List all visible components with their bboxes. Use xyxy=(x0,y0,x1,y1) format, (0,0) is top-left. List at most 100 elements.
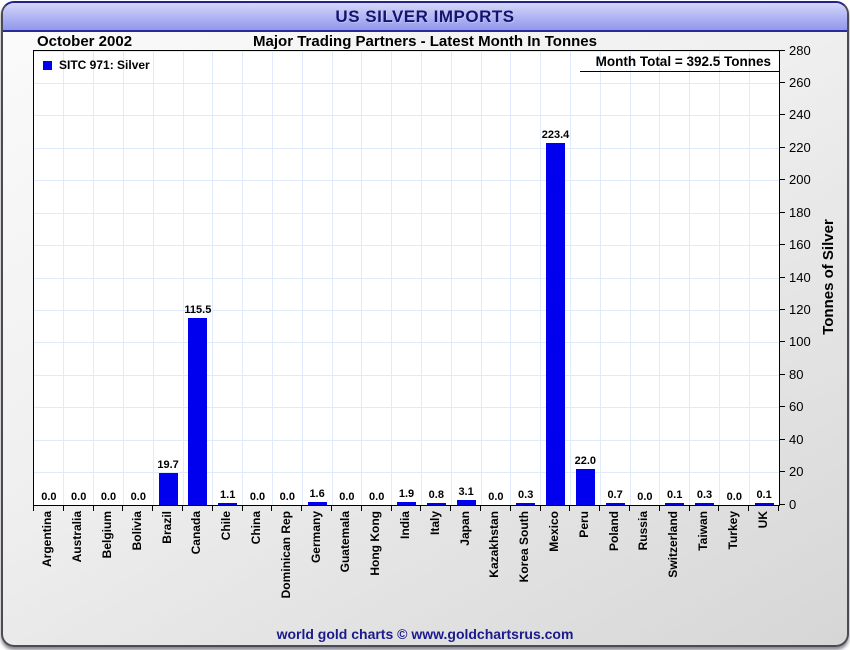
h-gridline xyxy=(34,342,779,344)
x-category-label: Bolivia xyxy=(129,511,144,551)
x-category-label: Taiwan xyxy=(696,511,710,551)
v-gridline xyxy=(569,51,571,505)
y-tick xyxy=(779,276,785,278)
v-gridline xyxy=(599,51,601,505)
y-tick-label: 200 xyxy=(789,172,811,188)
x-tick xyxy=(152,506,154,511)
y-tick xyxy=(779,49,785,51)
y-axis-title: Tonnes of Silver xyxy=(820,219,837,335)
h-gridline xyxy=(34,212,779,214)
bar-value-label: 22.0 xyxy=(574,455,596,467)
y-tick xyxy=(779,114,785,116)
x-category-label: Turkey xyxy=(725,511,740,550)
y-tick-label: 260 xyxy=(789,74,811,90)
y-tick xyxy=(779,146,785,148)
bar-poland xyxy=(605,503,625,505)
h-gridline xyxy=(34,245,779,247)
x-category-label: Argentina xyxy=(40,511,55,568)
legend: SITC 971: Silver xyxy=(43,58,150,72)
bar-value-label: 0.0 xyxy=(41,491,57,503)
bar-value-label: 0.0 xyxy=(339,491,355,503)
plot-area: 0.0 0.0 0.0 0.0 19.7 115.5 1.1 0.0 0.0 1.6 0.0 0.0 1… xyxy=(33,50,780,506)
x-tick xyxy=(182,506,183,511)
bar-value-label: 0.0 xyxy=(100,491,117,503)
x-tick xyxy=(688,506,690,511)
x-category-label: Switzerland xyxy=(666,511,681,578)
bar-value-label: 0.8 xyxy=(428,489,444,501)
bar-value-label: 0.1 xyxy=(667,489,683,501)
y-tick-label: 60 xyxy=(789,399,804,415)
bar-value-label: 0.0 xyxy=(249,491,266,503)
month-total-annotation: Month Total = 392.5 Tonnes xyxy=(579,51,779,72)
chart-subtitle: Major Trading Partners - Latest Month In… xyxy=(253,33,597,50)
x-category-label: Brazil xyxy=(159,511,174,544)
x-category-label: India xyxy=(398,511,412,540)
h-gridline xyxy=(34,147,779,149)
y-tick xyxy=(779,308,785,310)
x-tick xyxy=(509,506,511,511)
h-gridline xyxy=(34,277,779,279)
h-gridline xyxy=(34,374,779,376)
x-tick xyxy=(360,506,362,511)
y-tick-label: 160 xyxy=(789,237,811,253)
page-title: US SILVER IMPORTS xyxy=(335,6,515,26)
bar-italy xyxy=(426,503,446,505)
x-tick xyxy=(778,506,779,511)
x-category-label: Belgium xyxy=(100,511,114,559)
y-tick xyxy=(779,373,785,375)
legend-swatch-icon xyxy=(43,60,52,70)
x-tick xyxy=(748,506,750,511)
y-tick-label: 20 xyxy=(789,464,804,480)
h-gridline xyxy=(34,407,779,409)
bar-uk xyxy=(754,503,774,505)
h-gridline xyxy=(34,309,779,311)
y-tick-label: 140 xyxy=(789,269,811,285)
y-tick xyxy=(779,438,785,440)
y-tick-label: 180 xyxy=(789,204,811,220)
bar-value-label: 0.0 xyxy=(71,491,87,503)
v-gridline xyxy=(182,51,184,505)
legend-label: SITC 971: Silver xyxy=(59,58,150,72)
period-label: October 2002 xyxy=(37,33,133,50)
x-tick xyxy=(211,506,213,511)
v-gridline xyxy=(450,51,452,505)
y-tick xyxy=(779,244,785,246)
x-tick xyxy=(569,506,571,511)
v-gridline xyxy=(718,51,720,505)
v-gridline xyxy=(510,51,512,505)
bar-mexico xyxy=(546,143,565,505)
bar-value-label: 0.0 xyxy=(726,491,742,503)
bar-india xyxy=(397,502,416,505)
y-tick-label: 280 xyxy=(789,42,811,58)
v-gridline xyxy=(361,51,363,505)
y-tick xyxy=(779,406,785,408)
x-category-label: Chile xyxy=(219,511,234,541)
h-gridline xyxy=(34,82,779,84)
bar-value-label: 0.7 xyxy=(607,489,623,501)
x-tick xyxy=(390,506,392,511)
bar-value-label: 0.0 xyxy=(130,491,146,503)
x-tick xyxy=(92,506,94,511)
v-gridline xyxy=(540,51,542,505)
x-tick xyxy=(450,506,452,511)
y-tick xyxy=(779,341,785,343)
bar-peru xyxy=(575,469,595,505)
x-tick xyxy=(122,506,124,511)
chart-subheader: October 2002 Major Trading Partners - La… xyxy=(3,33,847,50)
x-tick xyxy=(331,506,332,511)
x-category-label: Korea South xyxy=(517,511,532,583)
v-gridline xyxy=(122,51,124,505)
credit-line: world gold charts © www.goldchartsrus.co… xyxy=(276,626,574,642)
x-category-label: Germany xyxy=(308,511,323,564)
v-gridline xyxy=(420,51,422,505)
v-gridline xyxy=(391,51,393,505)
bar-value-label: 115.5 xyxy=(184,304,212,316)
x-category-label: Mexico xyxy=(547,511,561,552)
x-tick xyxy=(271,506,273,511)
y-tick-label: 100 xyxy=(789,334,811,350)
v-gridline xyxy=(271,51,273,505)
x-category-label: Italy xyxy=(427,511,442,536)
h-gridline xyxy=(34,50,779,52)
bar-canada xyxy=(188,318,208,505)
